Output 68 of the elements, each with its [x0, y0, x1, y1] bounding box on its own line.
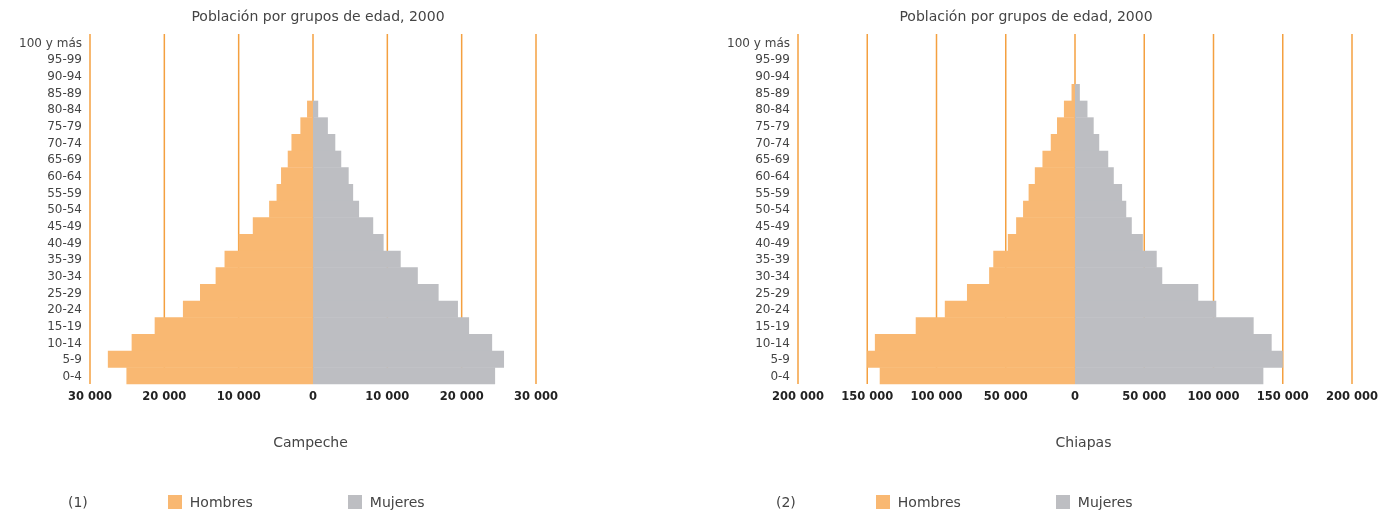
legend-label: Hombres — [189, 494, 253, 510]
y-tick-label: 20-24 — [755, 302, 790, 317]
x-tick-label: 0 — [1070, 389, 1080, 404]
y-tick-label: 100 y más — [727, 35, 790, 50]
x-tick-label: 100 000 — [910, 389, 963, 404]
y-tick-label: 5-9 — [770, 352, 790, 367]
x-tick-label: 30 000 — [513, 389, 559, 404]
y-tick-label: 80-84 — [47, 102, 82, 117]
text: (1) — [68, 494, 88, 510]
y-tick-label: 15-19 — [47, 318, 82, 333]
y-tick-label: 75-79 — [755, 118, 790, 133]
y-tick-label: 100 y más — [19, 35, 82, 50]
y-tick-label: 30-34 — [47, 268, 82, 283]
y-tick-label: 40-49 — [755, 235, 790, 250]
x-tick-label: 200 000 — [771, 389, 825, 404]
y-tick-label: 15-19 — [755, 318, 790, 333]
y-tick-label: 55-59 — [755, 185, 790, 200]
y-tick-label: 70-74 — [755, 135, 790, 150]
y-tick-label: 10-14 — [755, 335, 790, 350]
y-tick-label: 50-54 — [47, 202, 82, 217]
x-tick-label: 20 000 — [142, 389, 187, 404]
x-tick-label: 200 000 — [1325, 389, 1379, 404]
x-tick-label: 50 000 — [983, 389, 1028, 404]
y-tick-label: 65-69 — [755, 152, 790, 167]
x-tick-label: 30 000 — [67, 389, 113, 404]
x-axis-title: Campeche — [272, 434, 349, 452]
chart-title: Población por grupos de edad, 2000 — [898, 8, 1154, 26]
x-tick-label: 20 000 — [439, 389, 484, 404]
y-tick-label: 40-49 — [47, 235, 82, 250]
y-tick-label: 60-64 — [47, 168, 82, 183]
y-tick-label: 95-99 — [755, 52, 790, 67]
y-tick-label: 70-74 — [47, 135, 82, 150]
y-tick-label: 80-84 — [755, 102, 790, 117]
x-tick-label: 10 000 — [365, 389, 410, 404]
x-tick-label: 0 — [308, 389, 318, 404]
y-tick-label: 0-4 — [62, 368, 82, 383]
y-tick-label: 25-29 — [755, 285, 790, 300]
y-tick-label: 85-89 — [755, 85, 790, 100]
legend-label: Hombres — [897, 494, 961, 510]
x-tick-label: 100 000 — [1187, 389, 1240, 404]
y-tick-label: 50-54 — [755, 202, 790, 217]
y-tick-label: 65-69 — [47, 152, 82, 167]
chart-title: Población por grupos de edad, 2000 — [190, 8, 446, 26]
y-tick-label: 75-79 — [47, 118, 82, 133]
y-tick-label: 0-4 — [770, 368, 790, 383]
y-tick-label: 35-39 — [47, 252, 82, 267]
legend-label: Mujeres — [369, 494, 425, 510]
legend-label: Mujeres — [1077, 494, 1133, 510]
x-axis-title: Chiapas — [1054, 434, 1113, 452]
y-tick-label: 30-34 — [755, 268, 790, 283]
y-tick-label: 45-49 — [47, 218, 82, 233]
x-tick-label: 50 000 — [1122, 389, 1167, 404]
x-tick-label: 150 000 — [841, 389, 894, 404]
y-tick-label: 60-64 — [755, 168, 790, 183]
x-tick-label: 150 000 — [1256, 389, 1309, 404]
y-tick-label: 45-49 — [755, 218, 790, 233]
y-tick-label: 90-94 — [755, 68, 790, 83]
y-tick-label: 55-59 — [47, 185, 82, 200]
x-tick-label: 10 000 — [216, 389, 261, 404]
y-tick-label: 95-99 — [47, 52, 82, 67]
y-tick-label: 25-29 — [47, 285, 82, 300]
y-tick-label: 35-39 — [755, 252, 790, 267]
y-tick-label: 85-89 — [47, 85, 82, 100]
y-tick-label: 90-94 — [47, 68, 82, 83]
y-tick-label: 20-24 — [47, 302, 82, 317]
text: (2) — [776, 494, 796, 510]
y-tick-label: 5-9 — [62, 352, 82, 367]
y-tick-label: 10-14 — [47, 335, 82, 350]
